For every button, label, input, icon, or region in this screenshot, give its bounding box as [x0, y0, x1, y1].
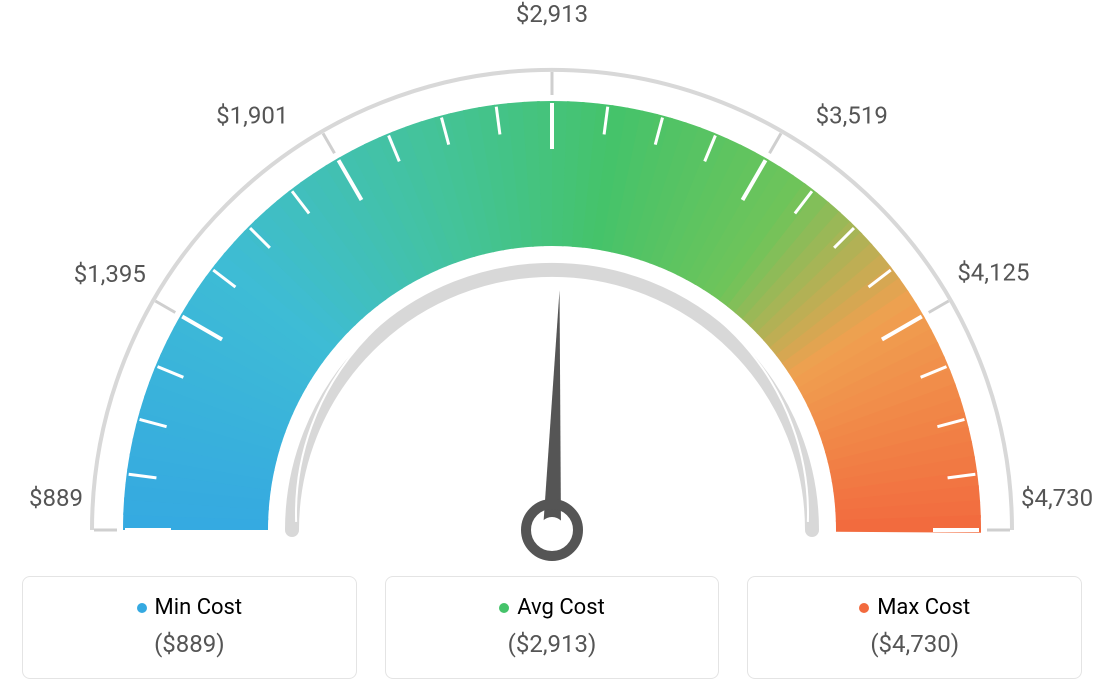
legend-card-max: Max Cost ($4,730) — [747, 576, 1082, 679]
svg-text:$3,519: $3,519 — [816, 101, 888, 129]
svg-text:$4,730: $4,730 — [1021, 484, 1093, 512]
svg-text:$1,901: $1,901 — [216, 101, 288, 129]
legend-title-avg: Avg Cost — [499, 595, 605, 620]
legend-title-text: Min Cost — [155, 595, 243, 620]
legend-title-min: Min Cost — [137, 595, 243, 620]
legend-title-text: Avg Cost — [517, 595, 605, 620]
legend-title-text: Max Cost — [877, 595, 970, 620]
gauge-svg: $889$1,395$1,901$2,913$3,519$4,125$4,730 — [22, 20, 1082, 560]
cost-gauge-chart: $889$1,395$1,901$2,913$3,519$4,125$4,730 — [22, 20, 1082, 560]
legend-card-min: Min Cost ($889) — [22, 576, 357, 679]
dot-icon — [499, 603, 509, 613]
legend-value-min: ($889) — [43, 630, 336, 658]
legend-value-max: ($4,730) — [768, 630, 1061, 658]
legend-card-avg: Avg Cost ($2,913) — [385, 576, 720, 679]
dot-icon — [859, 603, 869, 613]
legend-title-max: Max Cost — [859, 595, 970, 620]
dot-icon — [137, 603, 147, 613]
svg-text:$2,913: $2,913 — [516, 0, 588, 28]
svg-text:$1,395: $1,395 — [74, 260, 146, 288]
legend-row: Min Cost ($889) Avg Cost ($2,913) Max Co… — [22, 576, 1082, 679]
svg-text:$4,125: $4,125 — [957, 259, 1029, 287]
svg-text:$889: $889 — [29, 484, 83, 512]
legend-value-avg: ($2,913) — [406, 630, 699, 658]
